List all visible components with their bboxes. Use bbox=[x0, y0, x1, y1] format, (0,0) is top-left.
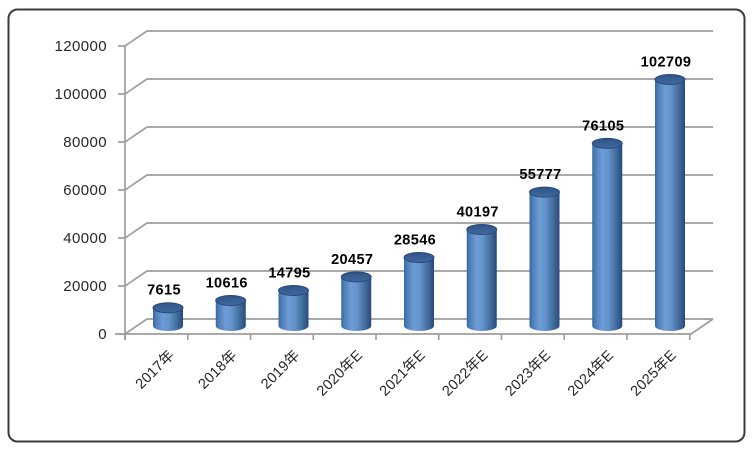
bar-cylinder-body bbox=[466, 229, 497, 332]
depth-connector bbox=[124, 78, 148, 95]
bar-data-label: 10616 bbox=[206, 276, 248, 292]
bar-cylinder-body bbox=[404, 257, 434, 331]
bar-cylinder-top bbox=[466, 224, 498, 236]
depth-connector bbox=[124, 126, 148, 143]
bar-cylinder-top bbox=[529, 186, 560, 198]
axes bbox=[115, 46, 714, 340]
bar-cylinder-body bbox=[592, 143, 623, 332]
y-axis-label: 40000 bbox=[63, 230, 107, 247]
depth-connector bbox=[124, 30, 148, 47]
bar-data-label: 7615 bbox=[147, 283, 181, 299]
y-axis-label: 60000 bbox=[63, 182, 107, 199]
bar-cylinder-body bbox=[529, 192, 560, 332]
outer-frame bbox=[7, 8, 746, 443]
bar-cylinder-body bbox=[655, 79, 685, 331]
chart-border bbox=[7, 8, 746, 443]
bar-data-label: 14795 bbox=[268, 265, 310, 281]
bar-data-label: 102709 bbox=[641, 54, 692, 70]
bar-cylinder-top bbox=[591, 137, 623, 149]
bar-cylinder-top bbox=[654, 73, 686, 85]
y-axis-label: 20000 bbox=[63, 278, 107, 295]
depth-connector bbox=[124, 222, 148, 239]
bar-data-label: 40197 bbox=[457, 205, 499, 221]
depth-connector bbox=[124, 318, 148, 335]
y-axis-label: 100000 bbox=[55, 86, 107, 103]
bar-data-label: 20457 bbox=[331, 252, 373, 268]
bar-cylinder-body bbox=[341, 276, 372, 332]
bars bbox=[152, 73, 686, 332]
bar-cylinder-top bbox=[152, 302, 184, 314]
bar-data-label: 76105 bbox=[582, 118, 624, 134]
bar-cylinder-top bbox=[340, 271, 372, 283]
bar-cylinder-body bbox=[215, 300, 246, 332]
y-axis-label: 80000 bbox=[63, 134, 107, 151]
bar-data-label: 55777 bbox=[519, 167, 561, 183]
bar-cylinder-body bbox=[278, 290, 309, 332]
y-axis-label: 0 bbox=[98, 326, 107, 343]
bar-cylinder-top bbox=[403, 251, 435, 263]
floor-right-edge bbox=[690, 318, 714, 335]
bar-data-label: 28546 bbox=[394, 232, 436, 248]
y-axis-label: 120000 bbox=[55, 38, 107, 55]
depth-connector bbox=[124, 270, 148, 287]
bar-cylinder-top bbox=[278, 284, 309, 296]
bar-cylinder-body bbox=[153, 307, 183, 331]
depth-connector bbox=[124, 174, 148, 191]
bar-cylinder-top bbox=[215, 295, 247, 307]
